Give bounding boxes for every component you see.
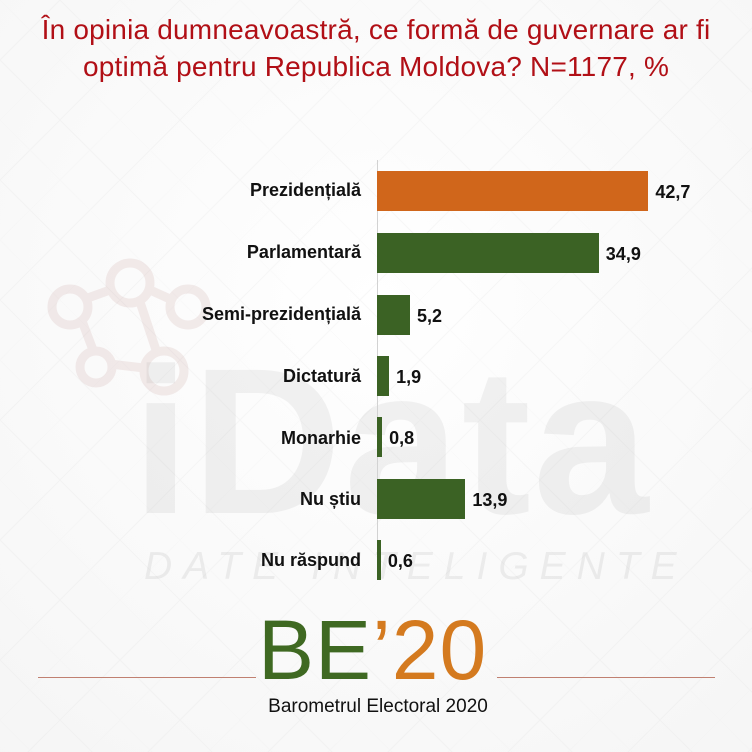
value-label: 13,9 xyxy=(472,490,508,510)
bar-label: Nu răspund xyxy=(260,550,361,570)
value-label: 5,2 xyxy=(417,306,443,326)
value-label: 34,9 xyxy=(605,244,641,264)
footer-line-right xyxy=(497,677,715,678)
bar-label: Prezidențială xyxy=(249,180,361,200)
be20-logo-green: BE xyxy=(258,603,373,697)
chart-title: În opinia dumneavoastră, ce formă de guv… xyxy=(41,14,711,83)
be20-logo: BE’20 xyxy=(258,608,498,692)
bar xyxy=(377,356,390,396)
bar xyxy=(377,295,411,335)
bar xyxy=(377,479,466,519)
bar xyxy=(377,233,599,273)
bar-label: Monarhie xyxy=(280,428,361,448)
be20-logo-orange: ’20 xyxy=(372,603,488,697)
value-label: 42,7 xyxy=(655,182,691,202)
bar-label: Dictatură xyxy=(282,366,361,386)
value-label: 0,6 xyxy=(387,551,413,571)
footer-line-left xyxy=(38,677,256,678)
bar xyxy=(377,417,383,457)
bar-label: Parlamentară xyxy=(246,242,361,262)
value-label: 1,9 xyxy=(396,367,422,387)
bar xyxy=(377,171,649,211)
be20-subtitle: Barometrul Electoral 2020 xyxy=(268,696,488,717)
bar-label: Semi-prezidențială xyxy=(201,304,361,324)
bar-label: Nu știu xyxy=(300,489,361,509)
bar xyxy=(377,540,381,580)
value-label: 0,8 xyxy=(389,428,415,448)
